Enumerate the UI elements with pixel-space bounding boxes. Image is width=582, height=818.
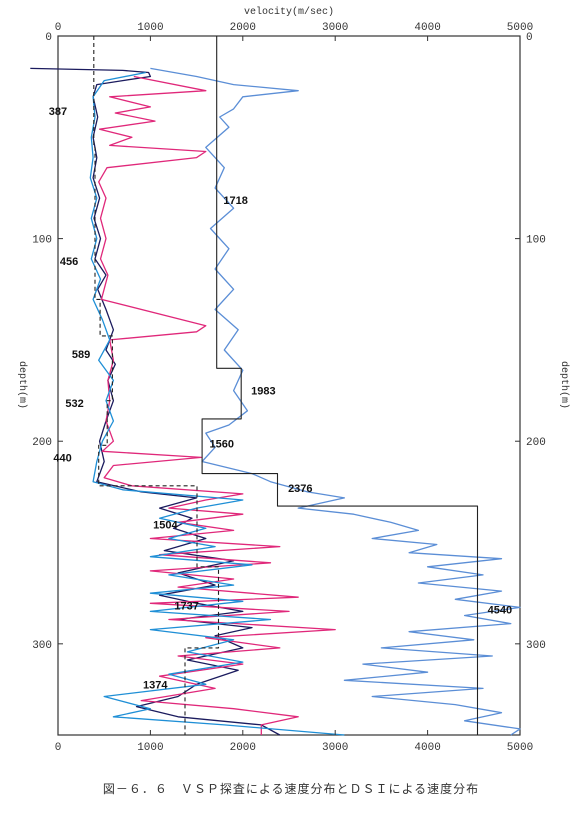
x-tick-top-label-2: 2000 [230, 22, 256, 34]
series-line-5 [201, 36, 479, 735]
series-line-1 [98, 75, 336, 735]
y-axis-title-left: depth(m) [16, 361, 28, 409]
velocity-annotation-2: 456 [60, 256, 78, 268]
x-tick-bottom-label-5: 5000 [507, 742, 533, 754]
y-tick-left-label-0: 0 [45, 32, 52, 44]
x-tick-bottom-label-3: 3000 [322, 742, 348, 754]
x-tick-bottom-label-2: 2000 [230, 742, 256, 754]
series-line-3 [150, 67, 521, 736]
x-tick-top-label-0: 0 [55, 22, 62, 34]
velocity-annotation-0: 387 [49, 106, 67, 118]
x-tick-bottom-label-4: 4000 [414, 742, 440, 754]
velocity-annotation-8: 2376 [288, 483, 312, 495]
series-line-4 [93, 36, 220, 735]
y-tick-right-label-0: 0 [526, 32, 533, 44]
annotation-layer: 387 1718 456 589 1983 532 1560 440 2376 1504 4540 1… [49, 106, 512, 691]
y-tick-right-label-3: 300 [526, 640, 546, 652]
y-tick-left-label-2: 200 [32, 437, 52, 449]
y-axis-title-right: depth(m) [558, 361, 570, 409]
velocity-annotation-7: 440 [53, 452, 71, 464]
x-tick-top-label-1: 1000 [137, 22, 163, 34]
x-axis-title: velocity(m/sec) [244, 6, 334, 18]
x-tick-top-label-3: 3000 [322, 22, 348, 34]
x-tick-top-label-4: 4000 [414, 22, 440, 34]
velocity-annotation-5: 532 [65, 398, 83, 410]
y-tick-left-label-3: 300 [32, 640, 52, 652]
velocity-annotation-6: 1560 [210, 438, 234, 450]
velocity-annotation-1: 1718 [223, 195, 247, 207]
velocity-annotation-3: 589 [72, 349, 90, 361]
velocity-annotation-12: 1374 [143, 679, 168, 691]
x-tick-top-label-5: 5000 [507, 22, 533, 34]
plot-frame [57, 35, 521, 736]
x-tick-bottom-label-1: 1000 [137, 742, 163, 754]
axis-layer: 0010001000200020003000300040004000500050… [32, 22, 546, 754]
figure-caption: 図－６．６ ＶＳＰ探査による速度分布とＤＳＩによる速度分布 [102, 782, 480, 796]
y-tick-right-label-1: 100 [526, 235, 546, 247]
series-line-2 [89, 71, 345, 736]
velocity-annotation-9: 1504 [153, 519, 178, 531]
series-layer [30, 36, 521, 736]
velocity-annotation-4: 1983 [251, 386, 275, 398]
x-tick-bottom-label-0: 0 [55, 742, 62, 754]
velocity-annotation-10: 4540 [488, 604, 512, 616]
velocity-annotation-11: 1737 [174, 600, 198, 612]
y-tick-left-label-1: 100 [32, 235, 52, 247]
y-tick-right-label-2: 200 [526, 437, 546, 449]
